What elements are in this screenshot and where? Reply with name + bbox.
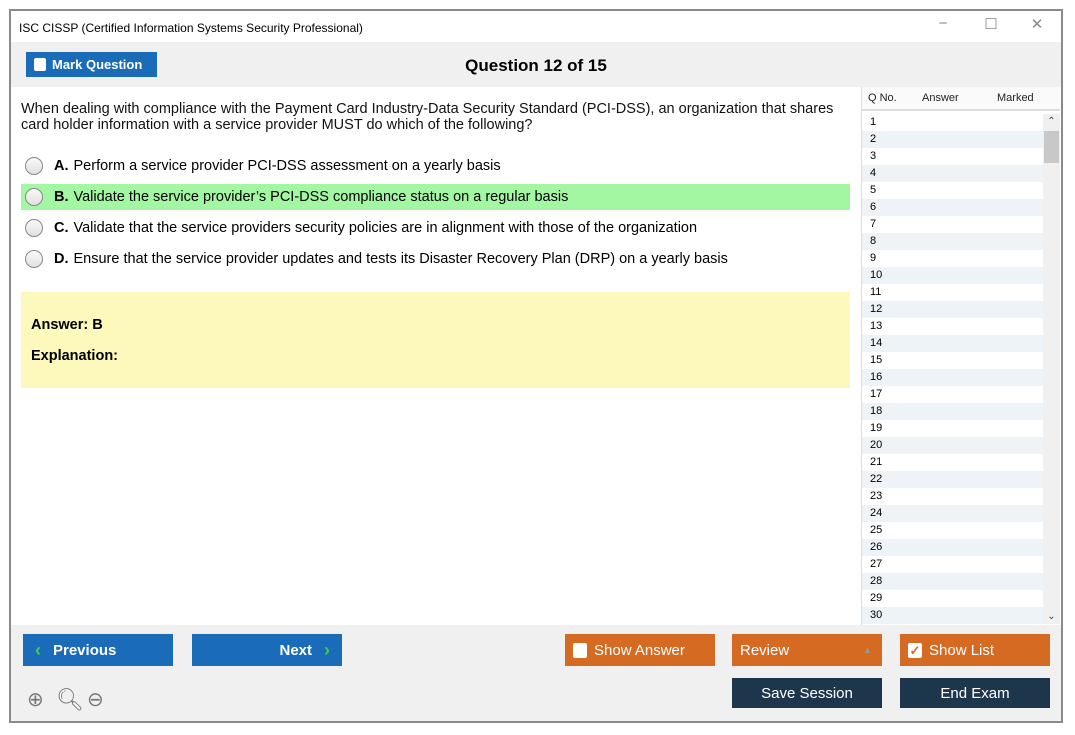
option-text: Ensure that the service provider updates… — [73, 251, 728, 267]
next-button[interactable]: Next › — [192, 634, 342, 666]
scroll-up-icon[interactable]: ⌃ — [1047, 116, 1056, 127]
question-list-row[interactable]: 27 — [870, 558, 883, 570]
show-answer-label: Show Answer — [594, 641, 685, 659]
show-list-label: Show List — [929, 641, 995, 659]
option-d[interactable]: D. Ensure that the service provider updat… — [21, 246, 850, 272]
title-bar: ISC CISSP (Certified Information Systems… — [11, 11, 1061, 42]
option-letter: D. — [54, 251, 69, 267]
option-b[interactable]: B. Validate the service provider’s PCI-DS… — [21, 184, 850, 210]
question-list-row[interactable]: 28 — [862, 573, 1043, 590]
question-list-row[interactable]: 13 — [870, 320, 883, 332]
option-text: Validate the service provider’s PCI-DSS … — [73, 189, 569, 205]
zoom-in-icon[interactable]: ⊕ — [27, 689, 44, 711]
window-title: ISC CISSP (Certified Information Systems… — [19, 21, 363, 35]
question-list-panel: Q No. Answer Marked 1 2 3 4 5 6 7 8 9 10 11 12 13 14 1… — [861, 87, 1060, 625]
footer: ‹ Previous Next › Show Answer Review ▲ ✓ Sho… — [11, 625, 1061, 721]
question-list-row[interactable]: 6 — [862, 199, 1043, 216]
mark-question-label: Mark Question — [52, 57, 143, 72]
header-marked[interactable]: Marked — [997, 92, 1034, 104]
question-list-row[interactable]: 10 — [862, 267, 1043, 284]
question-list-row[interactable]: 15 — [870, 354, 883, 366]
question-list-row[interactable]: 23 — [870, 490, 883, 502]
question-list-row[interactable]: 4 — [862, 165, 1043, 182]
radio-icon[interactable] — [25, 219, 43, 237]
previous-button[interactable]: ‹ Previous — [23, 634, 173, 666]
checkbox-icon — [34, 58, 46, 71]
option-a[interactable]: A. Perform a service provider PCI-DSS ass… — [21, 153, 850, 179]
option-text: Validate that the service providers secu… — [73, 220, 698, 236]
maximize-button[interactable]: ☐ — [984, 16, 998, 33]
close-button[interactable]: ✕ — [1030, 16, 1044, 33]
question-area: When dealing with compliance with the Pa… — [11, 87, 861, 625]
question-list-row[interactable]: 20 — [862, 437, 1043, 454]
question-list-row[interactable]: 18 — [862, 403, 1043, 420]
header-answer[interactable]: Answer — [922, 92, 959, 104]
radio-icon[interactable] — [25, 188, 43, 206]
option-letter: A. — [54, 158, 69, 174]
question-list-row[interactable]: 8 — [862, 233, 1043, 250]
chevron-right-icon: › — [324, 639, 330, 660]
caret-up-icon: ▲ — [863, 645, 872, 655]
save-session-button[interactable]: Save Session — [732, 678, 882, 708]
review-dropdown[interactable]: Review ▲ — [732, 634, 882, 666]
question-text: When dealing with compliance with the Pa… — [21, 101, 834, 133]
question-list-row[interactable]: 26 — [862, 539, 1043, 556]
question-list-row[interactable]: 24 — [862, 505, 1043, 522]
zoom-out-icon[interactable]: ⊖ — [87, 689, 104, 711]
option-text: Perform a service provider PCI-DSS asses… — [73, 158, 501, 174]
end-exam-button[interactable]: End Exam — [900, 678, 1050, 708]
question-list-row[interactable]: 19 — [870, 422, 883, 434]
header-qno[interactable]: Q No. — [868, 92, 897, 104]
question-list-row[interactable]: 1 — [870, 116, 877, 128]
question-list-row[interactable]: 21 — [870, 456, 883, 468]
checkbox-checked-icon[interactable]: ✓ — [908, 642, 922, 658]
scroll-thumb[interactable] — [1044, 131, 1059, 163]
answer-box: Answer: B Explanation: — [21, 292, 850, 388]
toolbar: Question 12 of 15 Mark Question — [11, 42, 1061, 87]
question-list-row[interactable]: 16 — [862, 369, 1043, 386]
app-window: ISC CISSP (Certified Information Systems… — [9, 9, 1063, 723]
checkbox-icon[interactable] — [573, 642, 587, 658]
minimize-button[interactable]: − — [938, 15, 948, 32]
answer-label: Answer: B — [31, 317, 103, 333]
question-list-row[interactable]: 29 — [870, 592, 883, 604]
question-list-row[interactable]: 2 — [862, 131, 1043, 148]
radio-icon[interactable] — [25, 157, 43, 175]
question-list-row[interactable]: 14 — [862, 335, 1043, 352]
question-list-row[interactable]: 9 — [870, 252, 877, 264]
question-title: Question 12 of 15 — [465, 56, 607, 75]
question-list-row[interactable]: 12 — [862, 301, 1043, 318]
previous-label: Previous — [53, 641, 117, 659]
question-list-row[interactable]: 22 — [862, 471, 1043, 488]
question-list-row[interactable]: 5 — [870, 184, 877, 196]
question-list-row[interactable]: 3 — [870, 150, 877, 162]
chevron-left-icon: ‹ — [35, 639, 41, 660]
question-list: 1 2 3 4 5 6 7 8 9 10 11 12 13 14 15 16 17 18 19 20 21 22 23 24 2… — [862, 114, 1043, 624]
explanation-label: Explanation: — [31, 348, 119, 364]
scroll-down-icon[interactable]: ⌄ — [1047, 611, 1056, 622]
question-list-row[interactable]: 7 — [870, 218, 877, 230]
next-label: Next — [279, 641, 312, 659]
list-header: Q No. Answer Marked — [862, 87, 1060, 111]
show-list-button[interactable]: ✓ Show List — [900, 634, 1050, 666]
question-list-row[interactable]: 17 — [870, 388, 883, 400]
radio-icon[interactable] — [25, 250, 43, 268]
option-letter: B. — [54, 189, 69, 205]
zoom-reset-icon[interactable]: 🔍︎ — [56, 687, 84, 712]
question-list-row[interactable]: 30 — [862, 607, 1043, 624]
question-list-row[interactable]: 25 — [870, 524, 883, 536]
scrollbar[interactable]: ⌃ ⌄ — [1043, 114, 1060, 624]
show-answer-button[interactable]: Show Answer — [565, 634, 715, 666]
question-list-row[interactable]: 11 — [870, 286, 882, 298]
review-label: Review — [740, 641, 790, 659]
mark-question-button[interactable]: Mark Question — [26, 52, 157, 77]
option-c[interactable]: C. Validate that the service providers se… — [21, 215, 850, 241]
option-letter: C. — [54, 220, 69, 236]
